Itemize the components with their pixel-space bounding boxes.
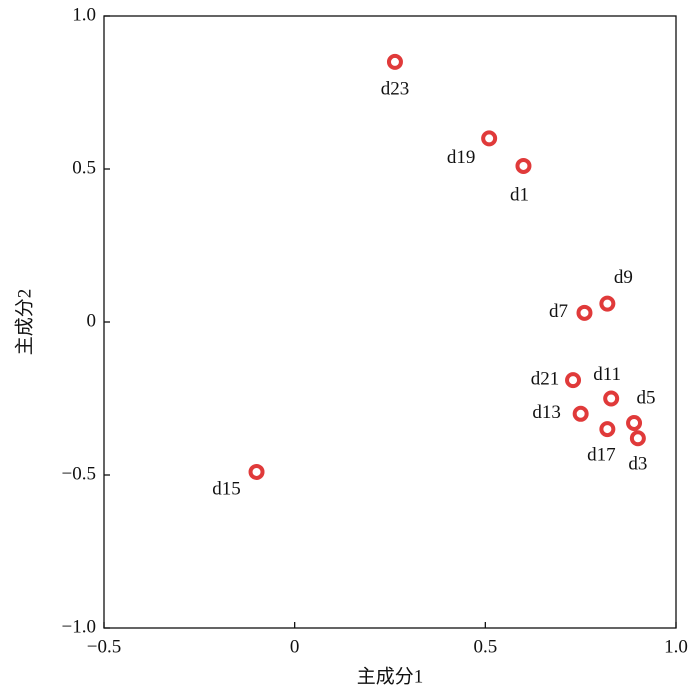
point — [386, 53, 403, 70]
y-tick-label: −0.5 — [62, 463, 96, 484]
y-axis-label: 主成分2 — [13, 289, 35, 356]
x-tick-label: 0 — [290, 636, 300, 657]
point-label: d5 — [637, 387, 656, 408]
point-label: d1 — [510, 184, 529, 205]
point — [515, 157, 532, 174]
y-tick-label: −1.0 — [62, 616, 96, 637]
point-label: d11 — [593, 364, 621, 385]
point-label: d3 — [628, 454, 647, 475]
x-tick-label: 0.5 — [473, 636, 497, 657]
point-label: d13 — [532, 402, 561, 423]
point-label: d9 — [614, 267, 633, 288]
point — [481, 130, 498, 147]
y-tick-label: 0.5 — [72, 157, 96, 178]
point-label: d19 — [447, 147, 476, 168]
x-tick-label: 1.0 — [664, 636, 688, 657]
x-tick-label: −0.5 — [87, 636, 121, 657]
point-label: d17 — [587, 444, 616, 465]
y-tick-label: 1.0 — [72, 4, 96, 25]
point — [603, 390, 620, 407]
point-label: d15 — [212, 478, 241, 499]
point — [599, 421, 616, 438]
y-tick-label: 0 — [87, 310, 97, 331]
point-label: d7 — [549, 301, 568, 322]
point — [572, 405, 589, 422]
point — [248, 463, 265, 480]
x-axis-label: 主成分1 — [357, 665, 424, 687]
point — [565, 372, 582, 389]
point — [626, 414, 643, 431]
point-label: d21 — [531, 368, 560, 389]
point-label: d23 — [381, 78, 410, 99]
point — [599, 295, 616, 312]
point — [576, 304, 593, 321]
point — [629, 430, 646, 447]
plot-frame — [103, 15, 677, 629]
